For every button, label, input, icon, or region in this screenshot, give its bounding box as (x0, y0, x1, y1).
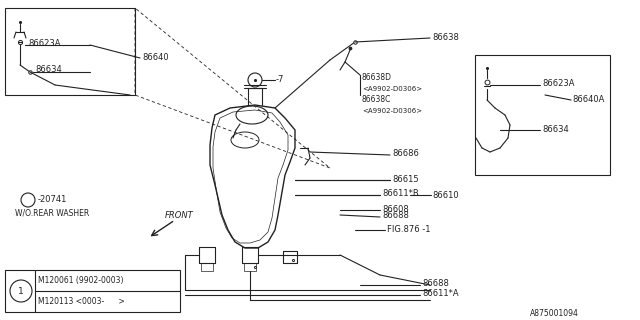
Bar (475, 55, 610, 175)
Text: 86610: 86610 (432, 190, 459, 199)
Text: 86688: 86688 (382, 212, 409, 220)
Text: 1: 1 (18, 286, 24, 295)
Text: 86611*A: 86611*A (422, 290, 459, 299)
Text: 86611*B: 86611*B (382, 189, 419, 198)
Text: 86640A: 86640A (572, 95, 604, 105)
Bar (5, 8, 135, 95)
Text: 86623A: 86623A (542, 79, 575, 89)
Text: 86638C: 86638C (362, 95, 392, 105)
Text: 86638: 86638 (432, 33, 459, 42)
Bar (244, 263, 256, 271)
Text: <A9902-D0306>: <A9902-D0306> (362, 108, 422, 114)
Text: A875001094: A875001094 (530, 308, 579, 317)
Text: 86608: 86608 (382, 204, 409, 213)
Text: 86686: 86686 (392, 149, 419, 158)
Text: FRONT: FRONT (165, 211, 194, 220)
Bar (201, 263, 213, 271)
Text: 86640: 86640 (142, 53, 168, 62)
Text: -7: -7 (276, 76, 284, 84)
Text: 86634: 86634 (35, 66, 61, 75)
Text: FIG.876 -1: FIG.876 -1 (387, 225, 431, 234)
Text: M120061 (9902-0003): M120061 (9902-0003) (38, 276, 124, 285)
Text: 86623A: 86623A (28, 38, 61, 47)
Text: <A9902-D0306>: <A9902-D0306> (362, 86, 422, 92)
Text: 86638D: 86638D (362, 74, 392, 83)
Text: W/O.REAR WASHER: W/O.REAR WASHER (15, 209, 89, 218)
Text: 86634: 86634 (542, 124, 569, 133)
Bar (5, 270, 180, 312)
Text: M120113 <0003-      >: M120113 <0003- > (38, 298, 125, 307)
Text: 86615: 86615 (392, 174, 419, 183)
Text: 86688: 86688 (422, 279, 449, 289)
Text: -20741: -20741 (38, 196, 67, 204)
